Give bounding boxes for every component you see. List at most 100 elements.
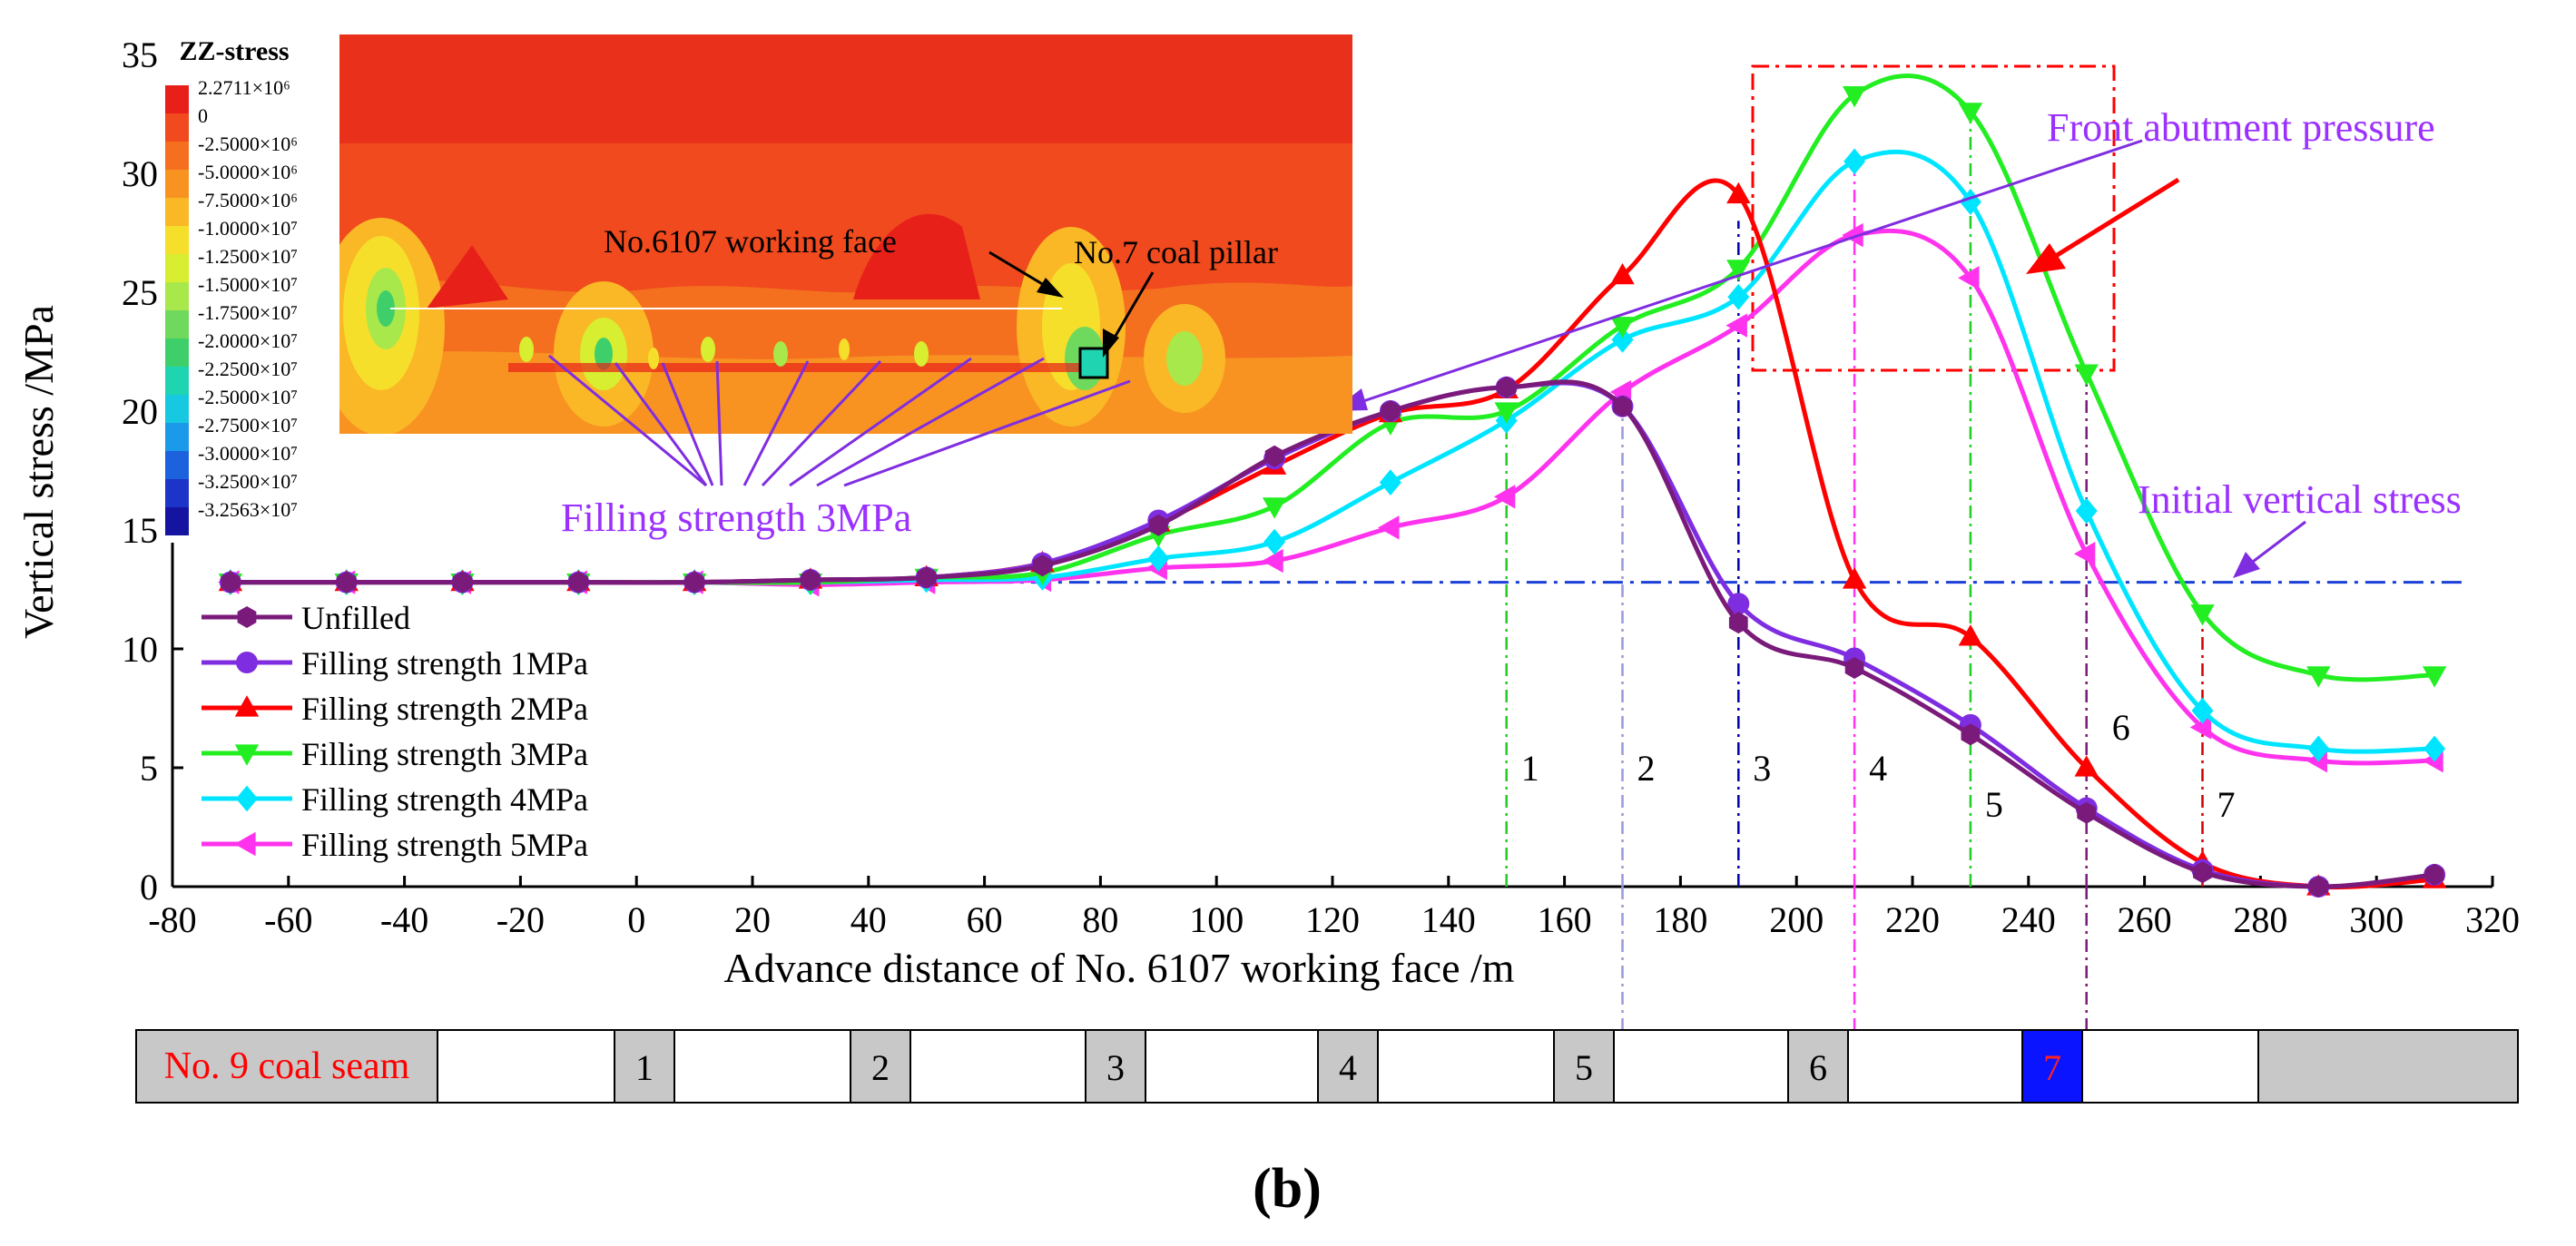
data-point bbox=[1381, 400, 1401, 422]
pillar-7 bbox=[2021, 1029, 2083, 1104]
seam-label: No. 9 coal seam bbox=[164, 1045, 410, 1087]
colorbar-label: -2.2500×10⁷ bbox=[198, 358, 298, 380]
data-point bbox=[1728, 612, 1748, 634]
data-point bbox=[1844, 656, 1864, 679]
x-tick-label: 200 bbox=[1769, 899, 1824, 940]
colorbar-swatch bbox=[165, 479, 189, 507]
data-point bbox=[2308, 876, 2328, 898]
data-point bbox=[221, 571, 241, 594]
series-0 bbox=[221, 376, 2444, 898]
data-point bbox=[1497, 376, 1517, 398]
colorbar-swatch bbox=[165, 85, 189, 113]
data-point bbox=[1610, 262, 1635, 285]
legend-marker bbox=[237, 606, 257, 628]
colorbar-swatch bbox=[165, 198, 189, 226]
data-point bbox=[1842, 567, 1867, 589]
working-face-label: No.6107 working face bbox=[604, 223, 897, 260]
colorbar-label: -1.5000×10⁷ bbox=[198, 273, 298, 296]
colorbar-label: -3.2500×10⁷ bbox=[198, 470, 298, 493]
marker-label: 4 bbox=[1869, 748, 1887, 789]
y-tick-label: 20 bbox=[122, 391, 158, 432]
legend-marker bbox=[234, 695, 260, 717]
y-tick-label: 10 bbox=[122, 629, 158, 670]
initial-stress-arrow-head bbox=[2233, 552, 2260, 578]
data-point bbox=[2073, 542, 2096, 566]
colorbar-swatch bbox=[165, 451, 189, 479]
data-point bbox=[801, 569, 821, 592]
legend-marker bbox=[234, 744, 260, 766]
marker-label: 3 bbox=[1753, 748, 1771, 789]
colorbar-swatch bbox=[165, 367, 189, 395]
colorbar-swatch bbox=[165, 113, 189, 142]
marker-label: 6 bbox=[2112, 707, 2130, 748]
data-point bbox=[1262, 497, 1287, 519]
y-tick-label: 25 bbox=[122, 272, 158, 313]
colorbar-label: -2.7500×10⁷ bbox=[198, 414, 298, 437]
data-point bbox=[1379, 469, 1401, 495]
x-tick-label: 120 bbox=[1305, 899, 1360, 940]
x-tick-label: 280 bbox=[2233, 899, 2287, 940]
x-tick-label: 20 bbox=[734, 899, 771, 940]
pillar-label: 4 bbox=[1339, 1047, 1357, 1088]
colorbar-label: -7.5000×10⁶ bbox=[198, 189, 298, 211]
data-point bbox=[1033, 554, 1052, 577]
y-tick-label: 35 bbox=[122, 34, 158, 75]
data-point bbox=[1148, 514, 1168, 536]
data-point bbox=[1958, 266, 1980, 290]
data-point bbox=[1493, 485, 1516, 509]
data-point bbox=[1494, 402, 1519, 424]
data-point bbox=[1262, 548, 1283, 574]
data-point bbox=[1726, 313, 1747, 338]
x-tick-label: 240 bbox=[2001, 899, 2056, 940]
data-point bbox=[1726, 182, 1751, 204]
x-tick-label: 0 bbox=[627, 899, 645, 940]
colorbar-label: -1.2500×10⁷ bbox=[198, 245, 298, 268]
x-tick-label: 180 bbox=[1653, 899, 1707, 940]
pillar-4 bbox=[1317, 1029, 1379, 1104]
data-point bbox=[1959, 189, 1981, 215]
data-point bbox=[1263, 528, 1286, 555]
x-tick-label: 100 bbox=[1189, 899, 1244, 940]
colorbar-swatch bbox=[165, 226, 189, 254]
contour-inset: ZZ-stress 2.2711×10⁶ 0 -2.5000×10⁶ -5.0000×… bbox=[158, 34, 1352, 543]
marker-label: 2 bbox=[1637, 748, 1656, 789]
x-tick-label: -80 bbox=[148, 899, 196, 940]
data-point bbox=[1378, 515, 1400, 540]
pillar-label: 6 bbox=[1809, 1047, 1827, 1088]
x-ticks: -80 -60 -40 -20 0 20 40 60 80 100 120 140 160 180 200 2… bbox=[148, 876, 2520, 940]
pillar-label: 1 bbox=[635, 1047, 654, 1088]
data-point bbox=[917, 566, 937, 589]
legend-label: Filling strength 2MPa bbox=[301, 691, 588, 727]
data-point bbox=[2189, 715, 2212, 740]
x-tick-label: -20 bbox=[497, 899, 545, 940]
contour-colorbar: 2.2711×10⁶ 0 -2.5000×10⁶ -5.0000×10⁶ -7.5000… bbox=[165, 76, 298, 535]
pillar-label: 3 bbox=[1106, 1047, 1125, 1088]
colorbar-swatch bbox=[165, 423, 189, 451]
data-point bbox=[2074, 755, 2099, 777]
legend-label: Filling strength 3MPa bbox=[301, 736, 588, 772]
legend-marker bbox=[234, 831, 256, 857]
colorbar-swatch bbox=[165, 338, 189, 367]
colorbar-swatch bbox=[165, 310, 189, 338]
colorbar-label: 0 bbox=[198, 104, 208, 127]
data-point bbox=[2077, 801, 2097, 824]
data-point bbox=[2424, 863, 2444, 886]
data-point bbox=[337, 571, 357, 594]
colorbar-label: -1.7500×10⁷ bbox=[198, 301, 298, 324]
data-point bbox=[1611, 327, 1634, 353]
data-point bbox=[2074, 364, 2099, 386]
colorbar-label: -1.0000×10⁷ bbox=[198, 217, 298, 240]
marker-label: 5 bbox=[1985, 784, 2003, 825]
x-tick-label: 300 bbox=[2349, 899, 2404, 940]
marker-labels: 1 2 3 4 5 6 7 bbox=[1521, 707, 2236, 825]
panel-label: (b) bbox=[1253, 1158, 1322, 1220]
data-point bbox=[1610, 317, 1635, 338]
marker-label: 1 bbox=[1521, 748, 1539, 789]
y-tick-label: 30 bbox=[122, 153, 158, 194]
data-point bbox=[2307, 735, 2330, 762]
data-point bbox=[1842, 85, 1867, 108]
pillar-label: 5 bbox=[1575, 1047, 1593, 1088]
x-tick-label: 160 bbox=[1538, 899, 1592, 940]
red-arrow-head bbox=[2026, 243, 2066, 274]
y-ticks: 0 5 10 15 20 25 30 35 bbox=[122, 34, 183, 908]
